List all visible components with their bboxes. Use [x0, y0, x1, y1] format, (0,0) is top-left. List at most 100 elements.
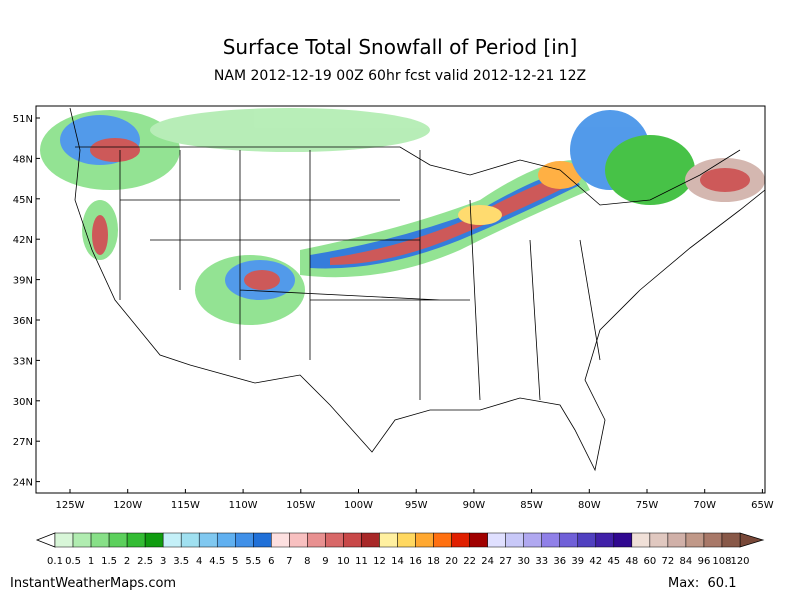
- colorbar-swatch: [559, 532, 579, 548]
- colorbar-label: 0.5: [65, 556, 81, 567]
- colorbar-swatch: [613, 532, 633, 548]
- colorbar-swatch: [379, 532, 398, 548]
- colorbar-swatch: [397, 532, 416, 548]
- colorbar-swatch: [595, 532, 615, 548]
- lon-label: 65W: [751, 500, 774, 511]
- colorbar-swatch: [505, 532, 524, 548]
- colorbar-label: 3: [160, 556, 166, 567]
- colorbar-swatch: [487, 532, 506, 548]
- colorbar-label: 30: [517, 556, 530, 567]
- colorbar-label: 48: [625, 556, 638, 567]
- colorbar-label: 7: [286, 556, 292, 567]
- colorbar-swatch: [415, 532, 434, 548]
- colorbar-label: 0.1: [47, 556, 63, 567]
- colorbar-swatch: [216, 532, 236, 548]
- lat-label: 48N: [13, 154, 33, 165]
- lon-label: 95W: [405, 500, 428, 511]
- lat-label: 27N: [13, 437, 33, 448]
- colorbar-swatch: [289, 532, 308, 548]
- colorbar-label: 4.5: [209, 556, 225, 567]
- colorbar-label: 108: [712, 556, 731, 567]
- colorbar-label: 39: [571, 556, 584, 567]
- colorbar-label: 1: [88, 556, 94, 567]
- lon-label: 90W: [463, 500, 486, 511]
- source: InstantWeatherMaps.com: [10, 576, 176, 591]
- colorbar-label: 10: [337, 556, 350, 567]
- colorbar-swatch: [325, 532, 344, 548]
- colorbar-label: 33: [535, 556, 548, 567]
- colorbar-label: 120: [730, 556, 749, 567]
- colorbar-swatch: [90, 532, 110, 548]
- colorbar-swatch: [649, 532, 669, 548]
- colorbar-label: 60: [644, 556, 657, 567]
- lon-label: 85W: [520, 500, 543, 511]
- colorbar-label: 36: [553, 556, 566, 567]
- colorbar-swatch: [198, 532, 218, 548]
- colorbar-swatch: [721, 532, 741, 548]
- colorbar-swatch: [523, 532, 542, 548]
- lat-label: 30N: [13, 397, 33, 408]
- title: Surface Total Snowfall of Period [in]: [223, 35, 578, 59]
- lat-label: 24N: [13, 478, 33, 489]
- colorbar-swatch: [235, 532, 254, 548]
- lat-label: 51N: [13, 114, 33, 125]
- colorbar-label: 9: [322, 556, 328, 567]
- colorbar-label: 2.5: [137, 556, 153, 567]
- lon-label: 80W: [578, 500, 601, 511]
- colorbar-swatch: [72, 532, 92, 548]
- lon-label: 120W: [113, 500, 142, 511]
- lon-label: 105W: [286, 500, 315, 511]
- boundaries: [69, 107, 766, 472]
- colorbar-label: 20: [445, 556, 458, 567]
- map: 51N 48N 45N 42N 39N 36N 33N 30N 27N 24N 125W 120W 1…: [13, 105, 774, 511]
- map-frame: [35, 105, 766, 494]
- snowfall-field: [40, 108, 765, 325]
- colorbar-label: 8: [304, 556, 310, 567]
- lon-label: 70W: [693, 500, 716, 511]
- colorbar-left-arrow: [35, 532, 56, 548]
- lat-label: 36N: [13, 316, 33, 327]
- lon-label: 125W: [56, 500, 85, 511]
- colorbar-label: 27: [499, 556, 512, 567]
- colorbar-label: 16: [409, 556, 422, 567]
- lat-label: 33N: [13, 356, 33, 367]
- subtitle: NAM 2012-12-19 00Z 60hr fcst valid 2012-…: [214, 68, 586, 84]
- colorbar-label: 3.5: [173, 556, 189, 567]
- colorbar-label: 45: [607, 556, 620, 567]
- colorbar-swatch: [433, 532, 452, 548]
- lat-label: 39N: [13, 276, 33, 287]
- colorbar-label: 5: [232, 556, 238, 567]
- colorbar-swatch: [469, 532, 488, 548]
- colorbar-swatch: [108, 532, 128, 548]
- colorbar-label: 5.5: [245, 556, 261, 567]
- colorbar-label: 14: [391, 556, 404, 567]
- colorbar-swatch: [307, 532, 326, 548]
- colorbar-swatch: [54, 532, 74, 548]
- colorbar-swatch: [271, 532, 290, 548]
- colorbar-label: 2: [124, 556, 130, 567]
- colorbar-swatch: [577, 532, 597, 548]
- colorbar-swatch: [541, 532, 560, 548]
- colorbar-swatch: [667, 532, 687, 548]
- lat-label: 45N: [13, 195, 33, 206]
- colorbar-swatch: [685, 532, 705, 548]
- lat-label: 42N: [13, 235, 33, 246]
- colorbar-swatch: [343, 532, 362, 548]
- lon-labels: 125W 120W 115W 110W 105W 100W 95W 90W 85W 80W 75W 7…: [56, 489, 774, 511]
- colorbar-right-arrow: [739, 532, 765, 548]
- colorbar-swatch: [451, 532, 470, 548]
- lon-label: 75W: [636, 500, 659, 511]
- lon-label: 110W: [229, 500, 258, 511]
- colorbar-swatch: [180, 532, 200, 548]
- colorbar-label: 4: [196, 556, 202, 567]
- colorbar-label: 12: [373, 556, 386, 567]
- colorbar-swatch: [703, 532, 723, 548]
- colorbar-label: 1.5: [101, 556, 117, 567]
- max-value: Max: 60.1: [668, 576, 736, 591]
- lon-label: 100W: [344, 500, 373, 511]
- colorbar-swatch: [126, 532, 146, 548]
- lat-labels: 51N 48N 45N 42N 39N 36N 33N 30N 27N 24N: [13, 114, 40, 489]
- colorbar-label: 42: [589, 556, 602, 567]
- colorbar-swatch: [253, 532, 272, 548]
